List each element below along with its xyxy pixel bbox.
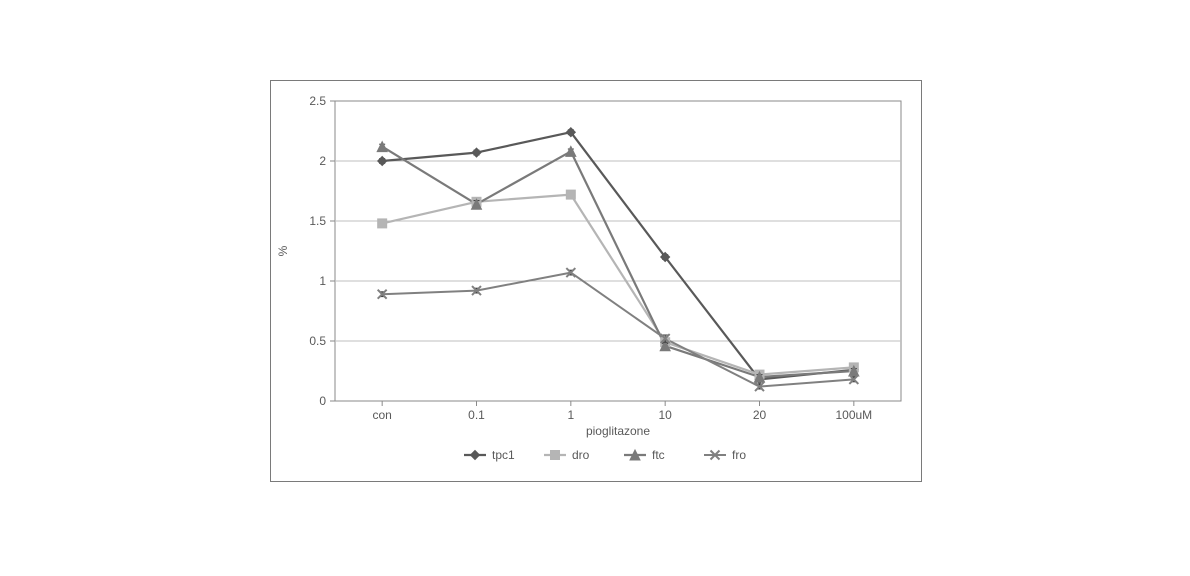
svg-text:1.5: 1.5 <box>309 214 326 228</box>
svg-text:0: 0 <box>319 394 326 408</box>
svg-text:fro: fro <box>732 448 746 462</box>
svg-text:20: 20 <box>753 408 767 422</box>
svg-text:100uM: 100uM <box>835 408 872 422</box>
svg-text:10: 10 <box>658 408 672 422</box>
line-chart: 0 0.5 1 1.5 2 2.5% con 0.1 1 10 20 100uM pioglitazon… <box>271 81 921 481</box>
svg-text:0.1: 0.1 <box>468 408 485 422</box>
svg-text:2: 2 <box>319 154 326 168</box>
svg-text:tpc1: tpc1 <box>492 448 515 462</box>
svg-text:con: con <box>372 408 391 422</box>
svg-text:%: % <box>276 245 290 256</box>
chart-container: 0 0.5 1 1.5 2 2.5% con 0.1 1 10 20 100uM pioglitazon… <box>270 80 922 482</box>
svg-text:pioglitazone: pioglitazone <box>586 424 650 438</box>
svg-text:1: 1 <box>567 408 574 422</box>
svg-text:1: 1 <box>319 274 326 288</box>
svg-text:0.5: 0.5 <box>309 334 326 348</box>
svg-text:ftc: ftc <box>652 448 665 462</box>
svg-text:dro: dro <box>572 448 590 462</box>
svg-text:2.5: 2.5 <box>309 94 326 108</box>
